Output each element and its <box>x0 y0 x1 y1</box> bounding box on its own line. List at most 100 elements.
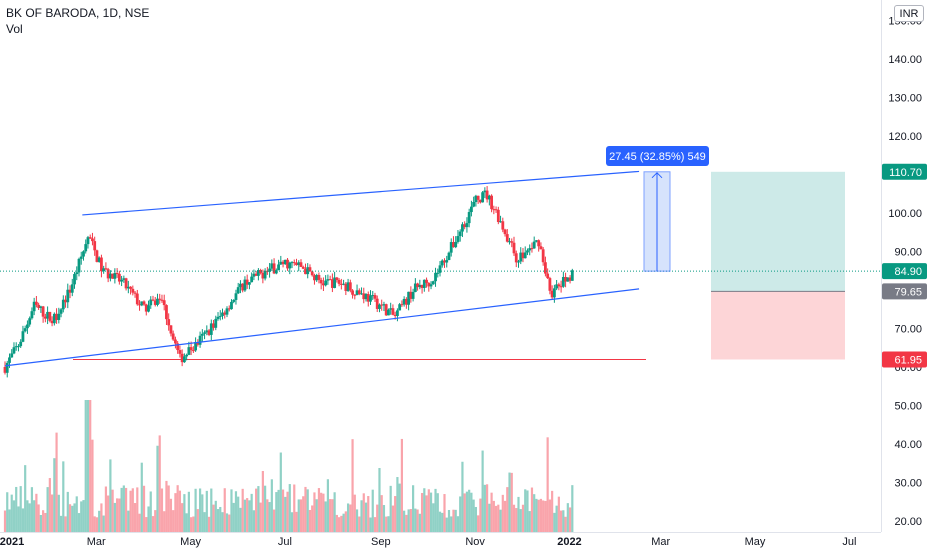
volume-bar <box>447 510 451 532</box>
volume-bar <box>533 494 536 532</box>
candle-body <box>279 261 283 265</box>
volume-bar <box>483 484 486 532</box>
volume-bar <box>546 437 549 532</box>
candle-body <box>308 267 312 272</box>
volume-bar <box>403 510 406 532</box>
volume-bar <box>367 496 370 532</box>
volume-bar <box>259 502 262 532</box>
candle-body <box>463 224 467 228</box>
volume-bar <box>571 485 574 532</box>
candle-body <box>46 311 50 319</box>
candle-body <box>521 252 525 259</box>
candle-body <box>474 195 478 203</box>
volume-bar <box>98 510 101 532</box>
volume-bar <box>553 512 556 532</box>
volume-bar <box>560 510 563 532</box>
candle-body <box>61 299 65 310</box>
candle-body <box>335 277 339 281</box>
candle-body <box>286 259 289 269</box>
y-tick-label: 100.00 <box>888 208 922 220</box>
volume-bar <box>542 500 545 532</box>
volume-bar <box>205 490 208 532</box>
candle-body <box>431 281 435 285</box>
volume-bar <box>335 514 338 532</box>
candle-body <box>187 347 191 355</box>
volume-bar <box>82 500 85 532</box>
volume-bar <box>198 488 202 532</box>
y-tick-label: 130.00 <box>888 93 922 105</box>
candle-body <box>418 284 422 288</box>
volume-bar <box>248 500 251 532</box>
candle-body <box>393 314 397 316</box>
volume-bar <box>165 480 168 532</box>
candle-body <box>236 287 240 294</box>
candle-body <box>570 270 574 281</box>
candle-body <box>196 342 200 345</box>
y-tick-label: 50.00 <box>894 401 922 413</box>
volume-bar <box>223 488 226 532</box>
volume-bar <box>555 505 558 532</box>
x-tick-label: 2021 <box>0 536 24 548</box>
volume-bar <box>376 504 379 532</box>
candle-body <box>537 240 541 247</box>
volume-bar <box>178 490 182 532</box>
volume-bar <box>479 498 482 532</box>
candle-body <box>519 252 523 262</box>
volume-bar <box>284 496 287 532</box>
volume-bar <box>91 439 94 532</box>
volume-bar <box>349 504 352 532</box>
volume-bar <box>369 517 372 532</box>
candle-body <box>514 253 518 263</box>
candle-body <box>546 273 550 279</box>
candle-body <box>357 290 361 294</box>
candle-body <box>144 304 148 312</box>
x-tick-label: Nov <box>465 536 485 548</box>
volume-bar <box>544 500 547 532</box>
candle-body <box>281 261 285 265</box>
x-tick-label: Sep <box>371 536 391 548</box>
candle-body <box>189 347 193 351</box>
currency-badge[interactable]: INR <box>894 5 924 22</box>
volume-label: Vol <box>6 22 23 36</box>
candle-body <box>454 241 458 248</box>
candle-body <box>416 283 419 288</box>
volume-bar <box>308 509 312 532</box>
volume-bar <box>441 512 444 532</box>
candle-body <box>523 252 527 259</box>
candle-body <box>191 350 195 352</box>
candle-body <box>375 298 379 309</box>
volume-bar <box>59 515 63 532</box>
candle-body <box>200 333 204 336</box>
volume-bar <box>270 479 273 532</box>
volume-bar <box>281 489 285 532</box>
volume-bar <box>331 499 334 532</box>
candle-body <box>407 291 411 305</box>
candle-body <box>476 195 480 200</box>
candle-body <box>66 289 70 303</box>
volume-bar <box>497 504 500 532</box>
candle-body <box>171 333 175 340</box>
candle-body <box>212 323 215 328</box>
x-tick-label: Mar <box>651 536 670 548</box>
candle-body <box>277 264 280 271</box>
candle-body <box>292 262 296 264</box>
volume-bar <box>443 494 446 532</box>
volume-bar <box>396 477 399 532</box>
volume-bar <box>315 499 318 532</box>
volume-bar <box>297 499 300 532</box>
volume-bar <box>394 496 397 532</box>
candle-body <box>339 283 343 285</box>
volume-bar <box>524 489 527 532</box>
candle-body <box>39 306 43 308</box>
volume-bar <box>261 471 264 532</box>
volume-bar <box>463 493 466 532</box>
candle-body <box>243 279 247 291</box>
volume-bar <box>290 512 294 532</box>
candle-body <box>319 279 323 284</box>
candle-body <box>48 311 52 321</box>
candle-body <box>517 261 520 263</box>
candle-body <box>167 319 171 326</box>
volume-bar <box>239 507 242 532</box>
volume-bar <box>277 489 280 532</box>
